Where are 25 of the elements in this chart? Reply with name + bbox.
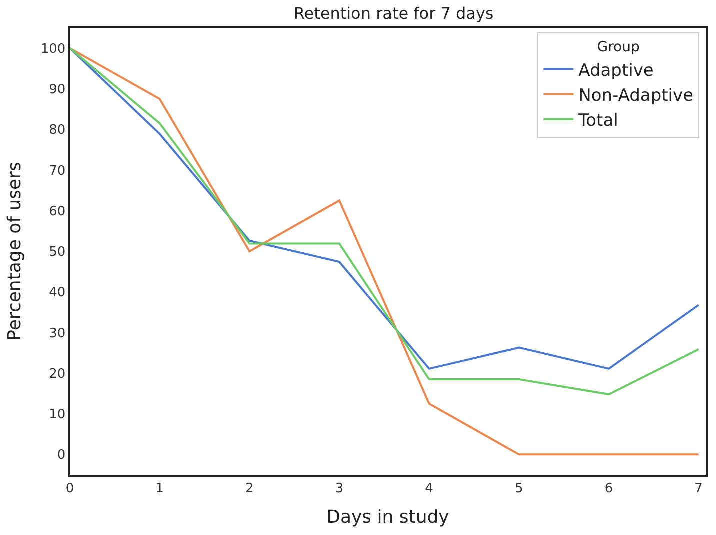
- x-tick-label: 7: [694, 481, 703, 496]
- x-tick-label: 3: [335, 481, 344, 496]
- legend-label: Non-Adaptive: [578, 86, 694, 106]
- y-tick-label: 30: [49, 326, 66, 342]
- x-tick-label: 4: [425, 481, 434, 496]
- legend-label: Adaptive: [578, 60, 654, 81]
- chart-title: Retention rate for 7 days: [294, 4, 494, 24]
- x-tick-label: 2: [246, 481, 254, 496]
- y-tick-label: 50: [49, 245, 66, 260]
- y-tick-label: 90: [49, 82, 66, 98]
- y-tick-label: 40: [49, 286, 66, 301]
- legend-label: Total: [578, 111, 618, 132]
- y-tick-label: 20: [49, 366, 66, 382]
- y-tick-label: 70: [49, 164, 66, 179]
- y-tick-label: 10: [49, 408, 66, 423]
- y-tick-label: 0: [57, 448, 66, 464]
- x-tick-label: 6: [604, 481, 614, 496]
- y-tick-label: 100: [40, 42, 66, 57]
- legend-title: Group: [597, 40, 640, 56]
- y-tick-label: 80: [49, 123, 66, 138]
- x-tick-label: 1: [156, 481, 164, 496]
- x-tick-label: 5: [515, 481, 524, 496]
- x-axis-title: Days in study: [326, 506, 450, 528]
- y-axis-title: Percentage of users: [4, 162, 26, 341]
- y-tick-label: 60: [49, 204, 66, 220]
